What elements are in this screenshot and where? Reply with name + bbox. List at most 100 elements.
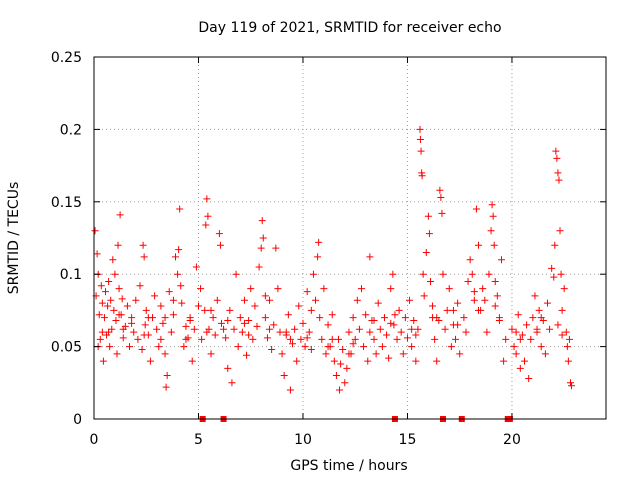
- data-point: [202, 221, 210, 229]
- data-point: [309, 270, 317, 278]
- data-point: [563, 343, 571, 351]
- data-point: [123, 302, 131, 310]
- data-point: [153, 325, 161, 333]
- data-point: [370, 335, 378, 343]
- data-point: [194, 302, 202, 310]
- data-point: [182, 322, 190, 330]
- data-point: [516, 364, 524, 372]
- x-tick-label: 5: [194, 432, 203, 448]
- data-point: [282, 328, 290, 336]
- data-point: [108, 325, 116, 333]
- data-point: [95, 311, 103, 319]
- data-point: [514, 311, 522, 319]
- data-point: [452, 335, 460, 343]
- data-point: [487, 227, 495, 235]
- data-point: [441, 325, 449, 333]
- data-point: [443, 306, 451, 314]
- data-point: [422, 248, 430, 256]
- data-point: [91, 227, 99, 235]
- data-point: [339, 345, 347, 353]
- data-point: [141, 321, 149, 329]
- data-point: [493, 292, 501, 300]
- data-point: [433, 357, 441, 365]
- data-point: [408, 343, 416, 351]
- data-point: [370, 317, 378, 325]
- data-point: [203, 195, 211, 203]
- data-point: [366, 253, 374, 261]
- data-point: [447, 343, 455, 351]
- data-point: [516, 335, 524, 343]
- data-point: [554, 321, 562, 329]
- data-point: [535, 306, 543, 314]
- data-point: [118, 295, 126, 303]
- data-point: [364, 357, 372, 365]
- data-point: [488, 201, 496, 209]
- y-tick-label: 0.15: [51, 195, 82, 211]
- data-point: [393, 335, 401, 343]
- data-point: [105, 277, 113, 285]
- data-point: [410, 317, 418, 325]
- data-point: [337, 360, 345, 368]
- data-point: [424, 212, 432, 220]
- data-point: [136, 282, 144, 290]
- data-point: [558, 306, 566, 314]
- data-point: [224, 364, 232, 372]
- data-point: [253, 322, 261, 330]
- data-point: [491, 302, 499, 310]
- data-point: [220, 325, 228, 333]
- data-point: [176, 205, 184, 213]
- data-point: [251, 302, 259, 310]
- data-point: [161, 350, 169, 358]
- data-point: [564, 357, 572, 365]
- data-point: [261, 292, 269, 300]
- data-point: [139, 241, 147, 249]
- data-point: [318, 335, 326, 343]
- data-point: [523, 321, 531, 329]
- data-point: [169, 311, 177, 319]
- data-point: [177, 282, 185, 290]
- data-point: [280, 372, 288, 380]
- data-point: [491, 277, 499, 285]
- data-point: [380, 314, 388, 322]
- data-point: [437, 193, 445, 201]
- data-point: [303, 288, 311, 296]
- data-point: [104, 302, 112, 310]
- data-point: [568, 382, 576, 390]
- data-point: [97, 282, 105, 290]
- data-point: [460, 314, 468, 322]
- data-point: [142, 306, 150, 314]
- data-point: [401, 314, 409, 322]
- data-point: [138, 345, 146, 353]
- data-point: [470, 288, 478, 296]
- data-point: [190, 325, 198, 333]
- data-point: [353, 296, 361, 304]
- data-point: [245, 331, 253, 339]
- data-point: [537, 314, 545, 322]
- data-point: [498, 256, 506, 264]
- data-point: [349, 314, 357, 322]
- data-point: [134, 335, 142, 343]
- data-point: [372, 350, 380, 358]
- data-point: [495, 317, 503, 325]
- data-point: [307, 306, 315, 314]
- data-point: [130, 328, 138, 336]
- data-point: [268, 345, 276, 353]
- data-point: [328, 335, 336, 343]
- data-points: [91, 125, 576, 394]
- data-point: [341, 379, 349, 387]
- data-point: [479, 285, 487, 293]
- data-point: [541, 350, 549, 358]
- data-point: [226, 306, 234, 314]
- data-point: [320, 285, 328, 293]
- data-point: [345, 328, 353, 336]
- data-point: [557, 270, 565, 278]
- data-point: [286, 386, 294, 394]
- data-point: [508, 325, 516, 333]
- data-point: [533, 325, 541, 333]
- data-point: [385, 354, 393, 362]
- data-point: [175, 246, 183, 254]
- data-point: [546, 325, 554, 333]
- chart-title: Day 119 of 2021, SRMTID for receiver ech…: [198, 20, 501, 36]
- data-point: [466, 256, 474, 264]
